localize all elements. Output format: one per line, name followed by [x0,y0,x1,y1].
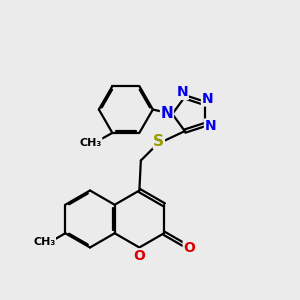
Text: N: N [177,85,188,99]
Text: O: O [183,241,195,255]
Text: N: N [202,92,213,106]
Text: O: O [134,249,145,263]
Text: CH₃: CH₃ [80,138,102,148]
Text: N: N [160,106,173,122]
Text: N: N [205,119,216,133]
Text: CH₃: CH₃ [33,237,56,247]
Text: S: S [153,134,164,148]
